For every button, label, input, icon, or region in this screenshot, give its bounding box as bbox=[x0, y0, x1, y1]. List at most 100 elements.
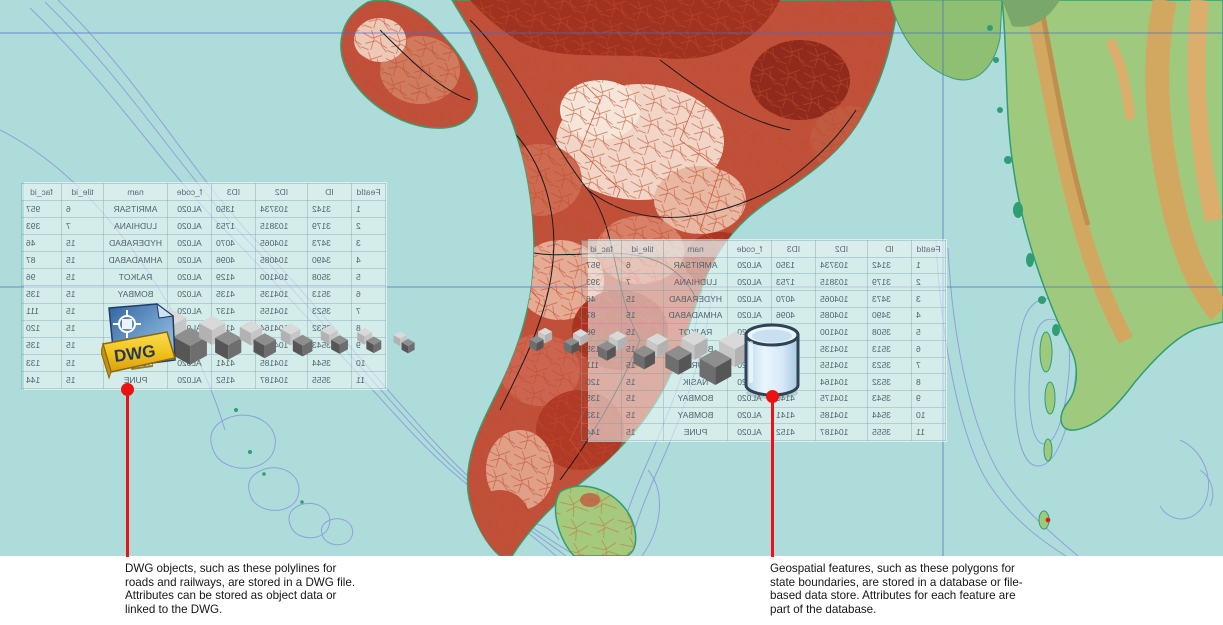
table-cell: AL020 bbox=[167, 200, 212, 218]
table-cell: HYDERABAD bbox=[663, 290, 728, 308]
table-cell: 135 bbox=[21, 337, 62, 355]
column-header: ID3 bbox=[211, 183, 256, 201]
table-cell: 144 bbox=[581, 423, 622, 441]
column-header: f_code bbox=[727, 240, 772, 258]
table-cell: 133 bbox=[21, 354, 62, 372]
table-cell: 3555 bbox=[867, 423, 912, 441]
table-cell: 133 bbox=[581, 407, 622, 424]
table-cell: 3490 bbox=[307, 251, 352, 269]
table-cell: 104065 bbox=[815, 290, 868, 308]
column-header: fac_id bbox=[581, 240, 622, 258]
table-cell: 7 bbox=[351, 303, 386, 321]
table-cell: 1 bbox=[351, 200, 386, 218]
table-cell: 144 bbox=[21, 371, 62, 389]
column-header: fac_id bbox=[21, 183, 62, 201]
table-cell: 4 bbox=[351, 251, 386, 269]
table-cell: 15 bbox=[61, 268, 104, 286]
table-cell: 1 bbox=[911, 257, 946, 274]
table-cell: AL020 bbox=[167, 268, 212, 286]
cube-pair-icon bbox=[352, 323, 387, 358]
table-cell: 15 bbox=[621, 407, 664, 424]
table-cell: 46 bbox=[581, 290, 622, 308]
table-cell: AL020 bbox=[727, 257, 772, 274]
table-cell: 11 bbox=[351, 371, 386, 389]
table-cell: 6 bbox=[61, 200, 104, 218]
database-annotation: Geospatial features, such as these polyg… bbox=[770, 562, 1023, 616]
table-cell: 2 bbox=[911, 273, 946, 291]
table-cell: 46 bbox=[21, 234, 62, 252]
table-cell: 11 bbox=[911, 423, 946, 441]
table-cell: BOMBAY bbox=[663, 407, 728, 424]
table-cell: 15 bbox=[61, 251, 104, 269]
table-cell: AL020 bbox=[727, 290, 772, 308]
table-cell: 7 bbox=[621, 273, 664, 291]
table-row: 2 3179 103815 1753 AL020 LUDHIANA 7 393 bbox=[581, 273, 946, 291]
table-cell: AMRITSAR bbox=[663, 257, 728, 274]
column-header: FeatId bbox=[351, 183, 386, 201]
mountain-ridges bbox=[1027, 0, 1223, 344]
table-cell: 104100 bbox=[815, 323, 868, 341]
table-cell: 120 bbox=[581, 373, 622, 391]
table-row: 2 3179 103815 1753 AL020 LUDHIANA 7 393 bbox=[21, 217, 386, 235]
table-cell: 3179 bbox=[867, 273, 912, 291]
table-cell: 15 bbox=[61, 303, 104, 321]
database-icon bbox=[744, 323, 800, 399]
table-cell: 104065 bbox=[255, 234, 308, 252]
table-cell: 3 bbox=[911, 290, 946, 308]
table-cell: 6 bbox=[621, 257, 664, 274]
table-cell: 10 bbox=[911, 407, 946, 424]
column-header: ID bbox=[867, 240, 912, 258]
table-cell: 104164 bbox=[815, 373, 868, 391]
andaman-islands bbox=[1038, 331, 1056, 530]
table-cell: 104187 bbox=[255, 371, 308, 389]
table-cell: AL020 bbox=[167, 217, 212, 235]
map-marker-red bbox=[1045, 517, 1051, 523]
table-cell: 3513 bbox=[307, 285, 352, 304]
table-cell: 5 bbox=[351, 268, 386, 286]
table-cell: 104155 bbox=[815, 357, 868, 374]
table-row: 4 3490 104085 4096 AL020 AHMADABAD 15 87 bbox=[21, 251, 386, 269]
table-cell: 1753 bbox=[211, 217, 256, 235]
lakshadweep-islands bbox=[234, 408, 304, 504]
table-cell: 103815 bbox=[815, 273, 868, 291]
table-cell: RAJKOT bbox=[103, 268, 168, 286]
table-cell: 3508 bbox=[307, 268, 352, 286]
table-cell: AL020 bbox=[167, 234, 212, 252]
cube-pair-icon bbox=[389, 327, 420, 358]
table-cell: 104175 bbox=[815, 390, 868, 408]
dwg-leader-line bbox=[126, 393, 129, 557]
cube-pair-icon bbox=[625, 326, 676, 377]
column-header: ID3 bbox=[771, 240, 816, 258]
table-cell: 103734 bbox=[815, 257, 868, 274]
table-cell: 3532 bbox=[867, 373, 912, 391]
table-cell: 135 bbox=[581, 390, 622, 408]
table-cell: 5 bbox=[911, 323, 946, 341]
dwg-file-icon: DWG bbox=[101, 302, 176, 380]
column-header: ID2 bbox=[255, 183, 308, 201]
table-cell: 4152 bbox=[771, 423, 816, 441]
column-header: tile_id bbox=[61, 183, 104, 201]
table-cell: PUNE bbox=[663, 423, 728, 441]
table-cell: 4 bbox=[911, 307, 946, 324]
db-leader-line bbox=[771, 400, 774, 557]
cube-pair-icon bbox=[232, 313, 285, 366]
table-cell: 4070 bbox=[771, 290, 816, 308]
table-cell: 3513 bbox=[867, 340, 912, 358]
table-cell: 87 bbox=[581, 307, 622, 324]
cube-pair-icon bbox=[687, 321, 762, 396]
myanmar-landmass bbox=[987, 0, 1223, 431]
table-cell: 4096 bbox=[211, 251, 256, 269]
table-cell: LUDHIANA bbox=[663, 273, 728, 291]
cube-pair-icon bbox=[655, 322, 717, 384]
table-cell: 8 bbox=[911, 373, 946, 391]
table-cell: 104085 bbox=[815, 307, 868, 324]
table-cell: 104135 bbox=[255, 285, 308, 304]
table-cell: 15 bbox=[61, 354, 104, 372]
table-cell: 3 bbox=[351, 234, 386, 252]
table-cell: AL020 bbox=[727, 407, 772, 424]
column-header: nam bbox=[663, 240, 728, 258]
table-cell: 135 bbox=[21, 285, 62, 304]
table-cell: 1753 bbox=[771, 273, 816, 291]
